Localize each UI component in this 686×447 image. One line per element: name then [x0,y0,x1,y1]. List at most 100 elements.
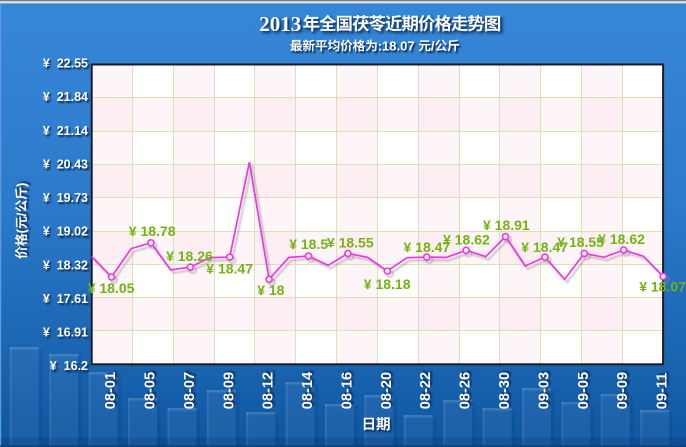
svg-text:08-20: 08-20 [380,371,396,408]
svg-text:09-11: 09-11 [657,371,673,408]
svg-text:): ) [16,181,31,185]
svg-text:¥ 18.62: ¥ 18.62 [443,232,490,248]
svg-text:): ) [15,181,30,185]
svg-text:¥ 21.14: ¥ 21.14 [45,126,90,140]
svg-text:09-11: 09-11 [655,373,671,410]
svg-text:/: / [15,211,30,215]
svg-text::18.07: :18.07 [378,38,415,53]
svg-text:08-22: 08-22 [420,370,436,407]
svg-text:¥ 19.73: ¥ 19.73 [43,191,88,205]
svg-text:¥ 18.32: ¥ 18.32 [44,260,89,274]
svg-text:¥ 17.61: ¥ 17.61 [45,294,90,308]
svg-text:¥ 19.73: ¥ 19.73 [45,193,90,207]
svg-text:¥ 21.14: ¥ 21.14 [44,125,89,139]
svg-text:¥ 16.91: ¥ 16.91 [45,328,90,342]
svg-text:¥ 21.84: ¥ 21.84 [44,92,89,106]
svg-text:08-16: 08-16 [340,372,356,409]
svg-text:¥ 18.55: ¥ 18.55 [327,234,374,250]
svg-text:¥ 18.55: ¥ 18.55 [557,234,604,250]
svg-text:08-12: 08-12 [262,371,278,408]
svg-text:¥ 16.2: ¥ 16.2 [51,361,89,375]
svg-text:¥ 19.73: ¥ 19.73 [44,193,89,207]
svg-text:08-22: 08-22 [418,372,434,409]
svg-text:¥ 19.02: ¥ 19.02 [43,225,88,239]
svg-text:¥ 18.47: ¥ 18.47 [404,239,451,255]
svg-text:¥ 18.05: ¥ 18.05 [88,280,135,296]
svg-text:¥ 21.84: ¥ 21.84 [45,92,90,106]
svg-text:09-05: 09-05 [576,372,592,409]
svg-text:¥ 16.2: ¥ 16.2 [50,359,88,373]
svg-text:¥ 16.91: ¥ 16.91 [43,326,88,340]
svg-text:09-05: 09-05 [578,370,594,407]
svg-text:09-03: 09-03 [538,371,554,408]
svg-text:08-01: 08-01 [105,370,121,407]
svg-text:08-05: 08-05 [144,371,160,408]
svg-text:08-16: 08-16 [342,370,358,407]
svg-text:08-07: 08-07 [184,370,200,407]
svg-text::18.07: :18.07 [379,40,416,55]
svg-text:08-26: 08-26 [459,371,475,408]
svg-text:): ) [14,183,29,187]
svg-text:¥ 18: ¥ 18 [257,282,284,298]
svg-text:08-07: 08-07 [183,371,199,408]
svg-text:(: ( [16,227,31,232]
svg-text:(: ( [15,227,30,232]
svg-text:08-12: 08-12 [261,372,277,409]
svg-text:/: / [16,211,31,215]
svg-text:08-20: 08-20 [381,370,397,407]
svg-text:¥ 21.14: ¥ 21.14 [43,124,88,138]
svg-text:09-09: 09-09 [617,370,633,407]
svg-text:08-01: 08-01 [103,372,119,409]
svg-text:¥ 16.2: ¥ 16.2 [51,361,89,375]
svg-text:¥ 19.02: ¥ 19.02 [44,226,89,240]
svg-text:09-03: 09-03 [539,370,555,407]
svg-text:¥ 18.62: ¥ 18.62 [598,231,645,247]
svg-text:¥ 18.32: ¥ 18.32 [45,260,90,274]
svg-text:¥ 22.55: ¥ 22.55 [45,59,90,73]
svg-text:¥ 18.47: ¥ 18.47 [206,261,253,277]
svg-text:09-11: 09-11 [656,371,672,408]
svg-text:/: / [431,38,435,53]
svg-text:¥ 18.91: ¥ 18.91 [483,217,530,233]
svg-text:¥ 21.84: ¥ 21.84 [43,90,88,104]
svg-text:2013: 2013 [259,12,301,36]
svg-text:¥ 18.47: ¥ 18.47 [521,239,568,255]
svg-text:¥ 18.07: ¥ 18.07 [639,279,686,295]
svg-text:¥ 18.5: ¥ 18.5 [289,236,328,252]
svg-text:08-09: 08-09 [223,370,239,407]
svg-text:08-09: 08-09 [221,372,237,409]
svg-text:¥ 22.55: ¥ 22.55 [43,57,88,71]
svg-text:¥ 18.18: ¥ 18.18 [364,276,411,292]
svg-text:¥ 18.32: ¥ 18.32 [43,258,88,272]
svg-text:¥ 20.43: ¥ 20.43 [43,157,88,171]
svg-text:08-05: 08-05 [143,372,159,409]
svg-text:08-14: 08-14 [302,370,318,408]
svg-text:08-26: 08-26 [460,370,476,407]
svg-text:¥ 18.78: ¥ 18.78 [129,223,176,239]
svg-text:(: ( [14,228,29,233]
svg-text:¥ 19.02: ¥ 19.02 [45,227,90,241]
svg-text:08-14: 08-14 [300,371,316,409]
svg-text:08-14: 08-14 [302,369,318,407]
svg-text:08-20: 08-20 [379,372,395,409]
svg-text:09-03: 09-03 [536,372,552,409]
svg-text:08-30: 08-30 [497,372,513,409]
svg-text:¥ 17.61: ¥ 17.61 [44,293,89,307]
svg-text:08-12: 08-12 [263,370,279,407]
svg-text:08-09: 08-09 [223,371,239,408]
svg-text:2013: 2013 [262,14,304,38]
svg-text:¥ 20.43: ¥ 20.43 [44,159,89,173]
svg-text:08-22: 08-22 [420,371,436,408]
svg-text:09-09: 09-09 [617,371,633,408]
svg-text:2013: 2013 [261,13,303,37]
svg-text:08-01: 08-01 [105,371,121,408]
svg-text:08-26: 08-26 [458,372,474,409]
svg-text:08-30: 08-30 [499,370,515,407]
svg-text:¥ 17.61: ¥ 17.61 [43,292,88,306]
svg-text:08-16: 08-16 [341,371,357,408]
svg-text:/: / [14,212,29,216]
svg-text:/: / [433,40,437,55]
svg-text:08-30: 08-30 [499,371,515,408]
svg-text:09-09: 09-09 [615,372,631,409]
svg-text:08-05: 08-05 [145,370,161,407]
